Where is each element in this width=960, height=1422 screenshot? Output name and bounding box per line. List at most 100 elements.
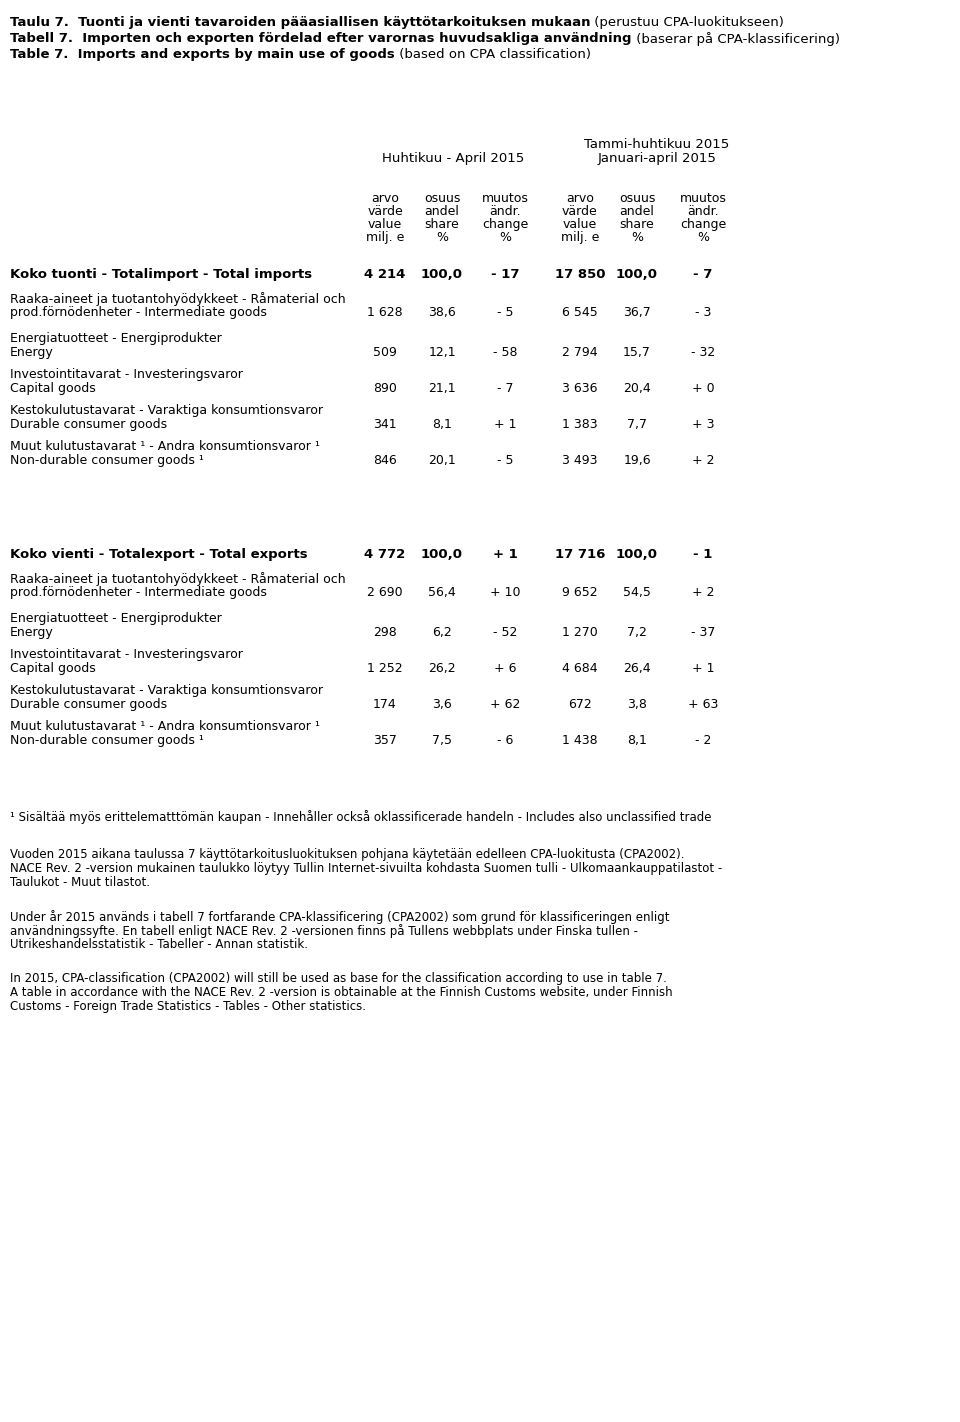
Text: ¹ Sisältää myös erittelematttömän kaupan - Innehåller också oklassificerade hand: ¹ Sisältää myös erittelematttömän kaupan…	[10, 811, 711, 823]
Text: Non-durable consumer goods ¹: Non-durable consumer goods ¹	[10, 454, 204, 466]
Text: In 2015, CPA-classification (CPA2002) will still be used as base for the classif: In 2015, CPA-classification (CPA2002) wi…	[10, 973, 667, 985]
Text: - 3: - 3	[695, 306, 711, 319]
Text: (based on CPA classification): (based on CPA classification)	[395, 48, 590, 61]
Text: Durable consumer goods: Durable consumer goods	[10, 418, 167, 431]
Text: Investointitavarat - Investeringsvaror: Investointitavarat - Investeringsvaror	[10, 368, 243, 381]
Text: 100,0: 100,0	[616, 547, 658, 562]
Text: milj. e: milj. e	[561, 230, 599, 245]
Text: - 58: - 58	[492, 346, 517, 358]
Text: 17 716: 17 716	[555, 547, 605, 562]
Text: 7,7: 7,7	[627, 418, 647, 431]
Text: - 37: - 37	[691, 626, 715, 638]
Text: Capital goods: Capital goods	[10, 383, 96, 395]
Text: change: change	[482, 218, 528, 230]
Text: Capital goods: Capital goods	[10, 663, 96, 675]
Text: Kestokulutustavarat - Varaktiga konsumtionsvaror: Kestokulutustavarat - Varaktiga konsumti…	[10, 404, 323, 417]
Text: - 52: - 52	[492, 626, 517, 638]
Text: 7,5: 7,5	[432, 734, 452, 747]
Text: Energy: Energy	[10, 626, 54, 638]
Text: 3,8: 3,8	[627, 698, 647, 711]
Text: Utrikeshandelsstatistik - Tabeller - Annan statistik.: Utrikeshandelsstatistik - Tabeller - Ann…	[10, 939, 308, 951]
Text: 1 438: 1 438	[563, 734, 598, 747]
Text: - 1: - 1	[693, 547, 712, 562]
Text: - 7: - 7	[693, 267, 712, 282]
Text: användningssyfte. En tabell enligt NACE Rev. 2 -versionen finns på Tullens webbp: användningssyfte. En tabell enligt NACE …	[10, 924, 638, 939]
Text: 341: 341	[373, 418, 396, 431]
Text: Tammi-huhtikuu 2015: Tammi-huhtikuu 2015	[585, 138, 730, 151]
Text: 26,2: 26,2	[428, 663, 456, 675]
Text: 4 772: 4 772	[365, 547, 406, 562]
Text: 509: 509	[373, 346, 396, 358]
Text: Investointitavarat - Investeringsvaror: Investointitavarat - Investeringsvaror	[10, 648, 243, 661]
Text: Non-durable consumer goods ¹: Non-durable consumer goods ¹	[10, 734, 204, 747]
Text: share: share	[424, 218, 460, 230]
Text: - 5: - 5	[496, 306, 514, 319]
Text: 174: 174	[373, 698, 396, 711]
Text: 8,1: 8,1	[432, 418, 452, 431]
Text: 38,6: 38,6	[428, 306, 456, 319]
Text: 3 636: 3 636	[563, 383, 598, 395]
Text: 4 214: 4 214	[364, 267, 406, 282]
Text: 3,6: 3,6	[432, 698, 452, 711]
Text: 17 850: 17 850	[555, 267, 605, 282]
Text: Kestokulutustavarat - Varaktiga konsumtionsvaror: Kestokulutustavarat - Varaktiga konsumti…	[10, 684, 323, 697]
Text: 8,1: 8,1	[627, 734, 647, 747]
Text: Koko tuonti - Totalimport - Total imports: Koko tuonti - Totalimport - Total import…	[10, 267, 312, 282]
Text: 1 252: 1 252	[367, 663, 403, 675]
Text: 2 794: 2 794	[563, 346, 598, 358]
Text: (baserar på CPA-klassificering): (baserar på CPA-klassificering)	[632, 33, 839, 46]
Text: Huhtikuu - April 2015: Huhtikuu - April 2015	[382, 152, 524, 165]
Text: 1 270: 1 270	[563, 626, 598, 638]
Text: + 3: + 3	[692, 418, 714, 431]
Text: value: value	[368, 218, 402, 230]
Text: NACE Rev. 2 -version mukainen taulukko löytyy Tullin Internet-sivuilta kohdasta : NACE Rev. 2 -version mukainen taulukko l…	[10, 862, 722, 875]
Text: Energiatuotteet - Energiprodukter: Energiatuotteet - Energiprodukter	[10, 611, 222, 626]
Text: Raaka-aineet ja tuotantohyödykkeet - Råmaterial och: Raaka-aineet ja tuotantohyödykkeet - Råm…	[10, 572, 346, 586]
Text: + 1: + 1	[493, 418, 516, 431]
Text: arvo: arvo	[566, 192, 594, 205]
Text: - 2: - 2	[695, 734, 711, 747]
Text: 100,0: 100,0	[421, 547, 463, 562]
Text: 36,7: 36,7	[623, 306, 651, 319]
Text: 1 628: 1 628	[367, 306, 403, 319]
Text: 9 652: 9 652	[563, 586, 598, 599]
Text: %: %	[697, 230, 709, 245]
Text: Muut kulutustavarat ¹ - Andra konsumtionsvaror ¹: Muut kulutustavarat ¹ - Andra konsumtion…	[10, 720, 320, 732]
Text: muutos: muutos	[482, 192, 528, 205]
Text: + 10: + 10	[490, 586, 520, 599]
Text: arvo: arvo	[372, 192, 399, 205]
Text: osuus: osuus	[423, 192, 460, 205]
Text: Vuoden 2015 aikana taulussa 7 käyttötarkoitusluokituksen pohjana käytetään edell: Vuoden 2015 aikana taulussa 7 käyttötark…	[10, 848, 684, 860]
Text: + 6: + 6	[493, 663, 516, 675]
Text: 846: 846	[373, 454, 396, 466]
Text: 298: 298	[373, 626, 396, 638]
Text: muutos: muutos	[680, 192, 727, 205]
Text: 21,1: 21,1	[428, 383, 456, 395]
Text: 1 383: 1 383	[563, 418, 598, 431]
Text: - 7: - 7	[496, 383, 514, 395]
Text: + 2: + 2	[692, 586, 714, 599]
Text: 2 690: 2 690	[367, 586, 403, 599]
Text: 56,4: 56,4	[428, 586, 456, 599]
Text: 20,1: 20,1	[428, 454, 456, 466]
Text: 4 684: 4 684	[563, 663, 598, 675]
Text: andel: andel	[619, 205, 655, 218]
Text: ändr.: ändr.	[490, 205, 521, 218]
Text: Koko vienti - Totalexport - Total exports: Koko vienti - Totalexport - Total export…	[10, 547, 307, 562]
Text: Raaka-aineet ja tuotantohyödykkeet - Råmaterial och: Raaka-aineet ja tuotantohyödykkeet - Råm…	[10, 292, 346, 306]
Text: - 32: - 32	[691, 346, 715, 358]
Text: 6,2: 6,2	[432, 626, 452, 638]
Text: (perustuu CPA-luokitukseen): (perustuu CPA-luokitukseen)	[590, 16, 784, 28]
Text: prod.förnödenheter - Intermediate goods: prod.förnödenheter - Intermediate goods	[10, 306, 267, 319]
Text: 672: 672	[568, 698, 592, 711]
Text: 54,5: 54,5	[623, 586, 651, 599]
Text: 6 545: 6 545	[563, 306, 598, 319]
Text: Januari-april 2015: Januari-april 2015	[597, 152, 716, 165]
Text: share: share	[619, 218, 655, 230]
Text: ändr.: ändr.	[687, 205, 719, 218]
Text: Energy: Energy	[10, 346, 54, 358]
Text: prod.förnödenheter - Intermediate goods: prod.förnödenheter - Intermediate goods	[10, 586, 267, 599]
Text: Muut kulutustavarat ¹ - Andra konsumtionsvaror ¹: Muut kulutustavarat ¹ - Andra konsumtion…	[10, 439, 320, 454]
Text: 19,6: 19,6	[623, 454, 651, 466]
Text: A table in accordance with the NACE Rev. 2 -version is obtainable at the Finnish: A table in accordance with the NACE Rev.…	[10, 985, 673, 1000]
